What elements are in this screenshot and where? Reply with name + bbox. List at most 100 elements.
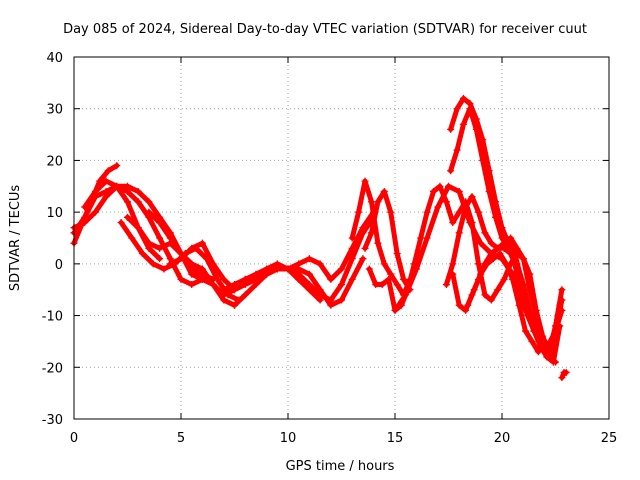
y-tick-label: 40 bbox=[46, 51, 63, 66]
data-point bbox=[241, 291, 249, 299]
data-point bbox=[273, 265, 281, 273]
data-point bbox=[124, 198, 131, 206]
data-point bbox=[220, 296, 228, 304]
data-point bbox=[188, 281, 196, 289]
series-sat-trace-13 bbox=[361, 187, 414, 294]
data-point bbox=[231, 301, 238, 309]
data-point bbox=[374, 239, 382, 247]
data-point bbox=[494, 244, 502, 252]
data-point bbox=[543, 353, 551, 361]
data-point bbox=[453, 105, 461, 113]
x-tick-label: 0 bbox=[70, 431, 78, 446]
grid bbox=[74, 57, 609, 419]
x-tick-label: 10 bbox=[280, 431, 297, 446]
data-point bbox=[474, 208, 482, 216]
data-point bbox=[134, 198, 142, 206]
data-point bbox=[188, 260, 196, 268]
series-sat-trace-2 bbox=[70, 162, 121, 247]
data-point bbox=[145, 239, 153, 247]
x-tick-label: 5 bbox=[177, 431, 185, 446]
y-tick-label: 30 bbox=[46, 103, 63, 118]
data-point bbox=[449, 270, 457, 278]
data-point bbox=[492, 213, 500, 221]
data-point bbox=[507, 234, 515, 242]
data-point bbox=[145, 198, 153, 206]
y-tick-labels: -30 -20 -10 0 10 20 30 40 bbox=[42, 51, 63, 428]
data-point bbox=[558, 306, 566, 314]
data-point bbox=[526, 286, 534, 294]
series-sat-trace-10 bbox=[231, 255, 367, 309]
data-point bbox=[387, 270, 395, 278]
data-point bbox=[522, 327, 530, 335]
data-point bbox=[338, 296, 345, 304]
data-point bbox=[263, 270, 271, 278]
data-point bbox=[305, 270, 313, 278]
data-point bbox=[468, 193, 476, 201]
data-point bbox=[380, 260, 388, 268]
data-point bbox=[455, 229, 463, 237]
data-point bbox=[423, 208, 431, 216]
data-point bbox=[483, 260, 491, 268]
data-point bbox=[124, 213, 131, 221]
data-point bbox=[284, 265, 292, 273]
data-point bbox=[402, 291, 410, 299]
data-point bbox=[453, 146, 461, 154]
data-point bbox=[156, 218, 164, 226]
series-sat-trace-11 bbox=[273, 208, 378, 283]
data-point bbox=[160, 265, 168, 273]
data-point bbox=[367, 229, 375, 237]
data-point bbox=[481, 291, 489, 299]
data-point bbox=[400, 275, 408, 283]
data-point bbox=[549, 348, 557, 356]
data-point bbox=[220, 275, 228, 283]
data-point bbox=[549, 358, 557, 366]
data-point bbox=[338, 265, 345, 273]
data-point bbox=[209, 281, 217, 289]
x-tick-label: 20 bbox=[494, 431, 511, 446]
data-point bbox=[558, 374, 566, 382]
series-trace bbox=[274, 209, 377, 282]
data-point bbox=[177, 275, 185, 283]
data-point bbox=[519, 301, 527, 309]
y-tick-label: -10 bbox=[42, 310, 63, 325]
y-tick-label: -20 bbox=[42, 361, 63, 376]
y-tick-label: -30 bbox=[42, 413, 63, 428]
data-point bbox=[305, 281, 313, 289]
data-point bbox=[316, 260, 324, 268]
series-sat-trace-21 bbox=[509, 275, 566, 356]
data-point bbox=[359, 224, 367, 232]
data-point bbox=[380, 187, 388, 195]
data-point bbox=[552, 327, 559, 335]
data-point bbox=[500, 239, 508, 247]
series-trace bbox=[349, 178, 413, 298]
x-tick-label: 25 bbox=[601, 431, 618, 446]
x-axis-label: GPS time / hours bbox=[286, 459, 395, 474]
data-point bbox=[477, 270, 485, 278]
data-point bbox=[464, 301, 472, 309]
data-point bbox=[393, 281, 401, 289]
data-point bbox=[481, 229, 489, 237]
data-point bbox=[305, 255, 313, 263]
data-point bbox=[541, 348, 549, 356]
data-point bbox=[494, 286, 502, 294]
chart-title: Day 085 of 2024, Sidereal Day-to-day VTE… bbox=[63, 22, 587, 37]
data-point bbox=[502, 260, 510, 268]
data-point bbox=[455, 301, 463, 309]
data-point bbox=[156, 255, 164, 263]
data-point bbox=[145, 208, 153, 216]
data-point bbox=[487, 239, 495, 247]
series-trace bbox=[362, 189, 413, 293]
data-point bbox=[361, 244, 369, 252]
data-point bbox=[430, 187, 438, 195]
data-point bbox=[348, 244, 356, 252]
data-point bbox=[449, 218, 457, 226]
data-point bbox=[511, 260, 519, 268]
data-point bbox=[417, 234, 425, 242]
data-point bbox=[359, 255, 367, 263]
data-point bbox=[348, 275, 356, 283]
data-point bbox=[447, 167, 455, 175]
data-point bbox=[124, 182, 131, 190]
data-point bbox=[209, 260, 217, 268]
